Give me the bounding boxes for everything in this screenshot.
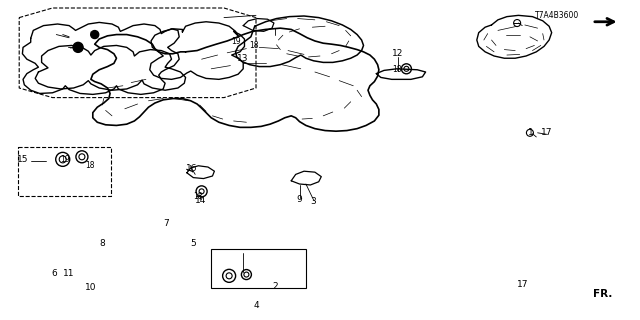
Text: 18: 18: [392, 65, 401, 74]
Text: 12: 12: [392, 49, 404, 58]
Text: 8: 8: [100, 239, 105, 248]
Text: 17: 17: [541, 128, 553, 137]
Text: 18: 18: [250, 41, 259, 50]
Text: 15: 15: [17, 155, 28, 164]
Text: 14: 14: [195, 196, 206, 205]
Circle shape: [73, 42, 83, 52]
Circle shape: [91, 30, 99, 38]
Text: 19: 19: [60, 156, 70, 164]
Text: 7: 7: [164, 219, 169, 228]
Text: 17: 17: [516, 280, 528, 289]
Text: 1: 1: [529, 128, 534, 137]
Bar: [211, 249, 306, 288]
Text: T7A4B3600: T7A4B3600: [534, 11, 579, 20]
Text: 18: 18: [85, 161, 94, 170]
Text: 18: 18: [194, 192, 203, 201]
Text: 19: 19: [230, 37, 241, 46]
Text: 11: 11: [63, 269, 74, 278]
Text: 4: 4: [253, 301, 259, 310]
Text: 10: 10: [85, 283, 97, 292]
Bar: [18, 147, 111, 196]
Text: FR.: FR.: [593, 289, 612, 300]
Text: 9: 9: [297, 196, 302, 204]
Text: 16: 16: [186, 164, 198, 173]
Text: 13: 13: [237, 54, 249, 63]
Text: 2: 2: [273, 282, 278, 291]
Text: 6: 6: [52, 269, 57, 278]
Text: 3: 3: [311, 197, 316, 206]
Text: 5: 5: [191, 239, 196, 248]
